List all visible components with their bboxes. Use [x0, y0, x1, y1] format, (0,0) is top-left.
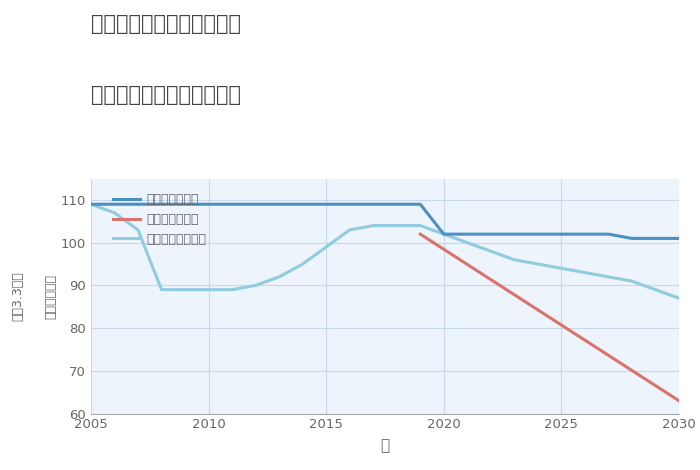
ノーマルシナリオ [158, 287, 166, 292]
ノーマルシナリオ [251, 282, 260, 288]
グッドシナリオ [322, 202, 330, 207]
ノーマルシナリオ [675, 296, 683, 301]
グッドシナリオ [440, 231, 448, 237]
ノーマルシナリオ [651, 287, 659, 292]
Text: 単価（万円）: 単価（万円） [44, 274, 57, 319]
グッドシナリオ [87, 202, 95, 207]
グッドシナリオ [581, 231, 589, 237]
ノーマルシナリオ [228, 287, 237, 292]
ノーマルシナリオ [581, 270, 589, 275]
ノーマルシナリオ [604, 274, 612, 280]
ノーマルシナリオ [298, 261, 307, 267]
ノーマルシナリオ [533, 261, 542, 267]
ノーマルシナリオ [204, 287, 213, 292]
ノーマルシナリオ [440, 231, 448, 237]
グッドシナリオ [228, 202, 237, 207]
ノーマルシナリオ [628, 278, 636, 284]
グッドシナリオ [604, 231, 612, 237]
Text: 奈良県磯城郡川西町下永の: 奈良県磯城郡川西町下永の [91, 14, 241, 34]
ノーマルシナリオ [510, 257, 519, 263]
ノーマルシナリオ [111, 210, 119, 216]
グッドシナリオ [416, 202, 424, 207]
グッドシナリオ [251, 202, 260, 207]
グッドシナリオ [346, 202, 354, 207]
ノーマルシナリオ [486, 249, 495, 254]
グッドシナリオ [675, 235, 683, 241]
グッドシナリオ [651, 235, 659, 241]
Legend: グッドシナリオ, バッドシナリオ, ノーマルシナリオ: グッドシナリオ, バッドシナリオ, ノーマルシナリオ [109, 189, 210, 250]
ノーマルシナリオ [463, 240, 472, 245]
Line: グッドシナリオ: グッドシナリオ [91, 204, 679, 238]
ノーマルシナリオ [134, 227, 142, 233]
グッドシナリオ [510, 231, 519, 237]
グッドシナリオ [628, 235, 636, 241]
グッドシナリオ [463, 231, 472, 237]
グッドシナリオ [393, 202, 401, 207]
グッドシナリオ [134, 202, 142, 207]
グッドシナリオ [298, 202, 307, 207]
グッドシナリオ [111, 202, 119, 207]
グッドシナリオ [275, 202, 284, 207]
ノーマルシナリオ [416, 223, 424, 228]
バッドシナリオ [675, 398, 683, 404]
グッドシナリオ [158, 202, 166, 207]
ノーマルシナリオ [87, 202, 95, 207]
ノーマルシナリオ [181, 287, 189, 292]
バッドシナリオ [416, 231, 424, 237]
グッドシナリオ [204, 202, 213, 207]
ノーマルシナリオ [275, 274, 284, 280]
ノーマルシナリオ [393, 223, 401, 228]
ノーマルシナリオ [322, 244, 330, 250]
ノーマルシナリオ [557, 266, 566, 271]
Line: ノーマルシナリオ: ノーマルシナリオ [91, 204, 679, 298]
ノーマルシナリオ [369, 223, 377, 228]
グッドシナリオ [533, 231, 542, 237]
ノーマルシナリオ [346, 227, 354, 233]
グッドシナリオ [181, 202, 189, 207]
Text: 平（3.3㎡）: 平（3.3㎡） [11, 271, 24, 321]
X-axis label: 年: 年 [380, 439, 390, 454]
Line: バッドシナリオ: バッドシナリオ [420, 234, 679, 401]
グッドシナリオ [557, 231, 566, 237]
Text: 中古マンションの価格推移: 中古マンションの価格推移 [91, 85, 241, 105]
グッドシナリオ [486, 231, 495, 237]
グッドシナリオ [369, 202, 377, 207]
